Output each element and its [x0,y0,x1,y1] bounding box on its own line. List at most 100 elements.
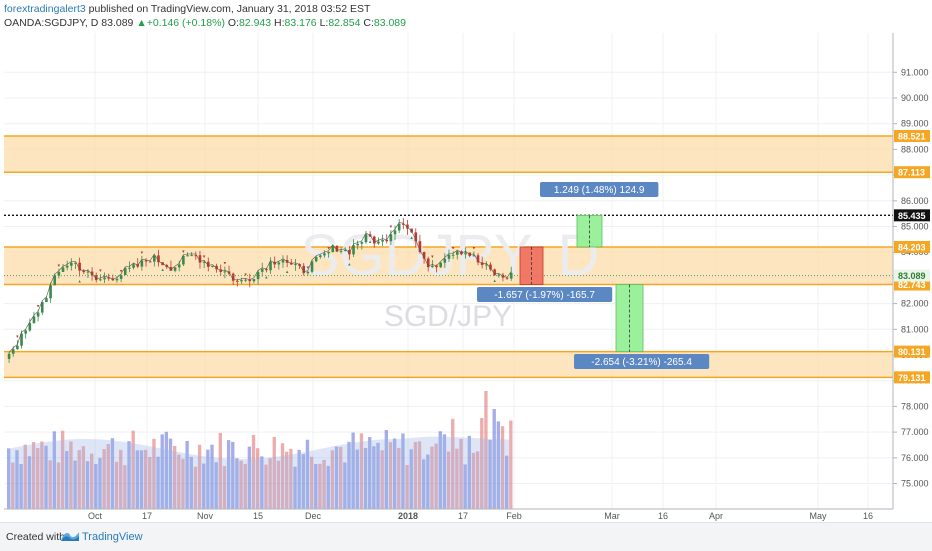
candle-body [36,312,40,317]
candle-body [24,330,27,334]
swing-marker: ▾ [182,249,185,255]
zone-top-tag-bg [894,130,930,143]
y-tick-label: 88.000 [901,144,929,154]
candle-body [472,255,476,257]
volume-bar [119,449,123,509]
candle-body [256,271,260,280]
candle-body [16,345,19,350]
swing-line [8,222,512,353]
volume-bar [260,456,264,509]
volume-bar [480,418,484,509]
volume-bar [500,426,505,509]
tradingview-brand[interactable]: TradingView [82,531,143,543]
zone-bottom-tag-bg [894,166,930,179]
candle-body [431,265,434,268]
candle-body [505,277,509,279]
candle-body [265,269,268,271]
volume-bar [372,446,376,509]
author-link[interactable]: forextradingalert3 [4,3,86,15]
volume-bar [60,430,65,509]
volume-bar [467,435,471,509]
candle-body [128,267,131,269]
volume-bar [264,464,268,509]
candle-body [223,271,227,273]
candle-body [314,257,318,262]
volume-bar [351,432,355,509]
volume-bar [355,449,359,509]
swing-marker: ▾ [307,265,310,271]
zones [4,135,893,379]
current-price-tag-bg [894,269,930,282]
x-tick-label: Apr [709,511,723,521]
volume-bar [343,462,347,509]
volume-bar [206,449,210,509]
zone-top-tag: 88.521 [898,132,926,142]
volume-bar [417,441,422,509]
zone-top-tag: 80.131 [898,347,926,357]
measure-label-bg [540,182,659,197]
candle-body [377,241,380,244]
candle-body [397,223,401,231]
swing-marker: ▾ [99,268,102,274]
footer: Created with TradingView [0,522,932,551]
volume-bar [309,456,314,509]
candle-body [393,230,397,235]
volume-bar [446,451,451,509]
candle-body [148,261,152,263]
candle-body [169,267,173,271]
volume-bar [148,456,152,509]
candle-body [240,280,243,282]
volume-bar [388,442,393,509]
volume-bar [392,438,397,509]
candle-body [310,261,314,272]
x-tick-label: Mar [604,511,620,521]
volume-bar [463,464,467,509]
volume-bar [339,446,343,509]
volume-bar [496,421,501,509]
volume-bar [484,391,488,509]
candle-body [343,250,347,252]
tradingview-logo-icon[interactable] [60,529,80,548]
resistance-tag-bg [894,209,930,222]
price-chart[interactable]: SGDJPY, D SGD/JPY ▾▾▾▴▾ ▾▾▴▾▾▾▾ ▴▴▾▾▴▴▾▴▾▾… [0,0,932,522]
volume-bar [243,463,247,509]
candle-body [153,255,156,262]
candle-body [260,269,264,272]
y-tick-label: 78.000 [901,401,929,411]
candle-body [385,239,389,242]
swing-marker: ▾ [452,245,455,251]
resistance-tag: 85.435 [898,211,926,221]
volume-bar [268,458,272,509]
x-tick-label: 16 [863,511,873,521]
volume-bar [110,438,115,509]
volume-bar [409,449,413,509]
volume-ma-area [7,436,510,509]
candle-body [360,242,364,244]
volume-bar [77,450,81,509]
open-label: O: [227,17,239,29]
candle-body [489,264,492,270]
measure-label: -1.657 (-1.97%) -165.7 [494,290,595,301]
volume-bar [380,450,384,509]
candle-body [7,353,11,359]
volume-bar [139,450,144,509]
candle-body [306,271,310,274]
volume-bar [40,441,44,509]
candle-body [402,223,405,225]
volume-bar [127,441,131,509]
candle-body [94,275,98,281]
candle-body [186,255,189,257]
volume-bar [81,446,86,509]
volume-bar [106,444,110,509]
candle-body [99,279,102,281]
volume-bar [123,465,127,509]
swing-marker: ▾ [58,263,61,269]
measure-label: -2.654 (-3.21%) -265.4 [591,357,692,368]
volume-bar [177,454,181,509]
volume-bar [438,431,442,509]
y-tick-label: 91.000 [901,67,929,77]
swing-marker: ▴ [78,279,81,285]
candle-body [74,262,77,264]
candle-body [49,285,52,299]
